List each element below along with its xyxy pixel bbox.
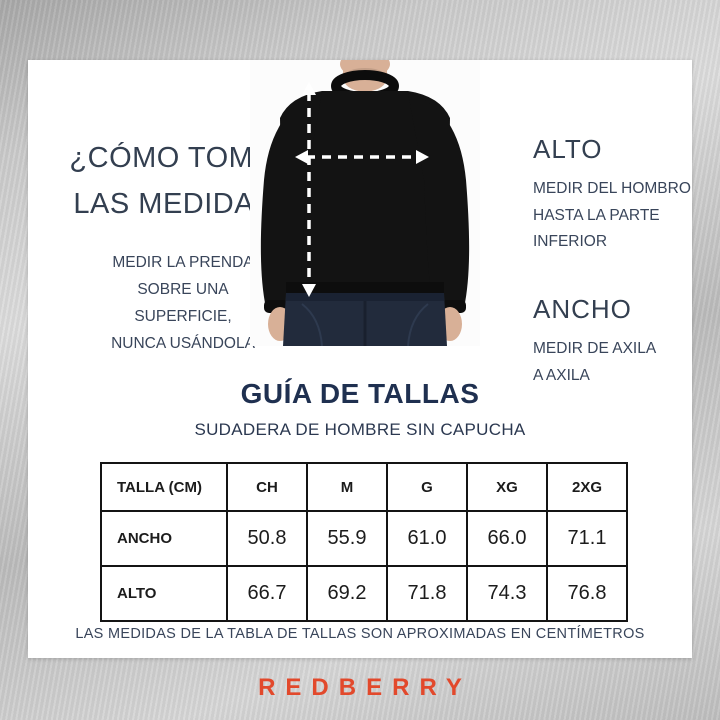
sweatshirt-hem xyxy=(286,282,444,295)
alto-g: 71.8 xyxy=(386,565,468,622)
brand-logo: REDBERRY xyxy=(258,674,472,701)
header-talla: TALLA (CM) xyxy=(100,462,228,512)
alto-measure-block: ALTO MEDIR DEL HOMBRO HASTA LA PARTE INF… xyxy=(533,134,711,256)
row-label-ancho: ANCHO xyxy=(100,510,228,567)
header-m: M xyxy=(306,462,388,512)
header-g: G xyxy=(386,462,468,512)
table-footnote: LAS MEDIDAS DE LA TABLA DE TALLAS SON AP… xyxy=(75,626,645,642)
ancho-ch: 50.8 xyxy=(226,510,308,567)
horizontal-measure-arrow-icon xyxy=(295,150,429,164)
ancho-measure-block: ANCHO MEDIR DE AXILA A AXILA xyxy=(533,294,711,389)
table-row-ancho: ANCHO 50.8 55.9 61.0 66.0 71.1 xyxy=(100,510,628,567)
table-row-alto: ALTO 66.7 69.2 71.8 74.3 76.8 xyxy=(100,565,628,622)
alto-m: 69.2 xyxy=(306,565,388,622)
size-guide-card: ¿CÓMO TOMAR LAS MEDIDAS? MEDIR LA PRENDA… xyxy=(28,50,692,658)
size-table: TALLA (CM) CH M G XG 2XG ANCHO 50.8 55.9… xyxy=(100,462,628,622)
alto-2xg: 76.8 xyxy=(546,565,628,622)
size-guide-subtitle: SUDADERA DE HOMBRE SIN CAPUCHA xyxy=(194,420,526,439)
size-table-header-row: TALLA (CM) CH M G XG 2XG xyxy=(100,462,628,512)
ancho-g: 61.0 xyxy=(386,510,468,567)
header-ch: CH xyxy=(226,462,308,512)
ancho-description: MEDIR DE AXILA A AXILA xyxy=(533,340,657,384)
alto-label: ALTO xyxy=(533,134,603,164)
ancho-label: ANCHO xyxy=(533,294,632,324)
header-2xg: 2XG xyxy=(546,462,628,512)
ancho-m: 55.9 xyxy=(306,510,388,567)
sweatshirt-right-sleeve xyxy=(408,93,470,312)
ancho-xg: 66.0 xyxy=(466,510,548,567)
size-guide-title: GUÍA DE TALLAS xyxy=(240,378,480,409)
row-label-alto: ALTO xyxy=(100,565,228,622)
alto-xg: 74.3 xyxy=(466,565,548,622)
how-to-note: MEDIR LA PRENDA SOBRE UNA SUPERFICIE, NU… xyxy=(111,254,255,352)
alto-ch: 66.7 xyxy=(226,565,308,622)
model-photo xyxy=(250,50,480,347)
ancho-2xg: 71.1 xyxy=(546,510,628,567)
sweatshirt-torso xyxy=(280,91,450,293)
sweatshirt-model-illustration xyxy=(250,50,480,347)
alto-description: MEDIR DEL HOMBRO HASTA LA PARTE INFERIOR xyxy=(533,180,691,251)
header-xg: XG xyxy=(466,462,548,512)
vertical-measure-arrow-icon xyxy=(302,82,316,297)
sweatshirt-left-sleeve xyxy=(260,93,322,312)
